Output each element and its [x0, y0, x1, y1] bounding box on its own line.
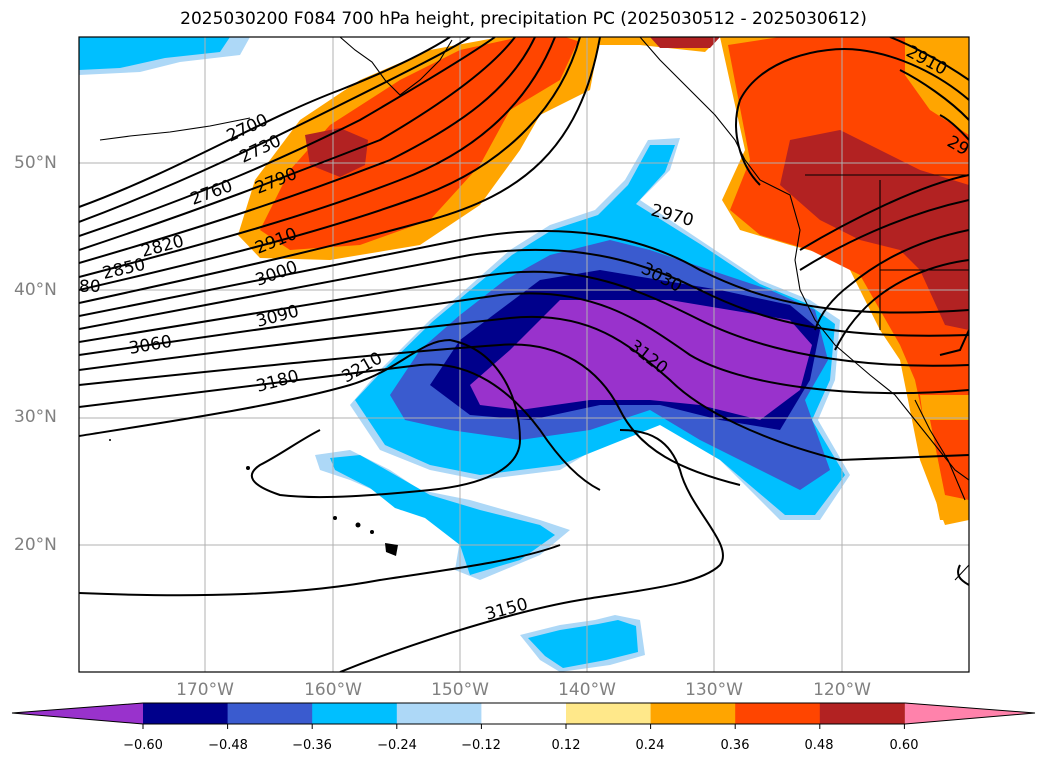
map-title: 2025030200 F084 700 hPa height, precipit…	[180, 9, 867, 29]
lat-label: 40°N	[14, 280, 57, 300]
colorbar-tick-label: −0.12	[461, 738, 501, 753]
colorbar-tick-label: −0.36	[292, 738, 332, 753]
colorbar-segment	[735, 703, 821, 724]
coastlines	[99, 37, 969, 581]
colorbar-tick-label: −0.60	[123, 738, 163, 753]
colorbar-tick-label: 0.60	[889, 738, 919, 753]
colorbar-tick-label: 0.36	[720, 738, 750, 753]
colorbar-tick-label: 0.24	[635, 738, 665, 753]
colorbar-segments	[143, 703, 905, 724]
colorbar	[11, 702, 1036, 729]
lon-label: 160°W	[304, 680, 362, 700]
colorbar-segment	[481, 703, 567, 724]
lat-label: 30°N	[14, 407, 57, 427]
colorbar-tick-label: −0.48	[208, 738, 248, 753]
colorbar-segment	[227, 703, 313, 724]
colorbar-tick-label: −0.24	[377, 738, 417, 753]
colorbar-segment	[819, 703, 905, 724]
colorbar-high-extend	[905, 703, 1035, 724]
colorbar-tick-label: 0.48	[804, 738, 834, 753]
colorbar-tick-label: 0.12	[551, 738, 581, 753]
graticule	[79, 37, 969, 672]
lon-label: 140°W	[558, 680, 616, 700]
colorbar-segment	[566, 703, 652, 724]
islands	[109, 439, 398, 556]
lat-label: 20°N	[14, 535, 57, 555]
height-contours	[79, 37, 969, 672]
colorbar-low-extend	[12, 703, 143, 724]
contour-label: 80	[79, 277, 101, 297]
lat-label: 50°N	[14, 153, 57, 173]
colorbar-segment	[143, 703, 229, 724]
lon-label: 130°W	[685, 680, 743, 700]
colorbar-segment	[650, 703, 736, 724]
colorbar-segment	[312, 703, 398, 724]
lon-label: 150°W	[431, 680, 489, 700]
colorbar-segment	[396, 703, 482, 724]
lon-label: 120°W	[813, 680, 871, 700]
lon-label: 170°W	[176, 680, 234, 700]
